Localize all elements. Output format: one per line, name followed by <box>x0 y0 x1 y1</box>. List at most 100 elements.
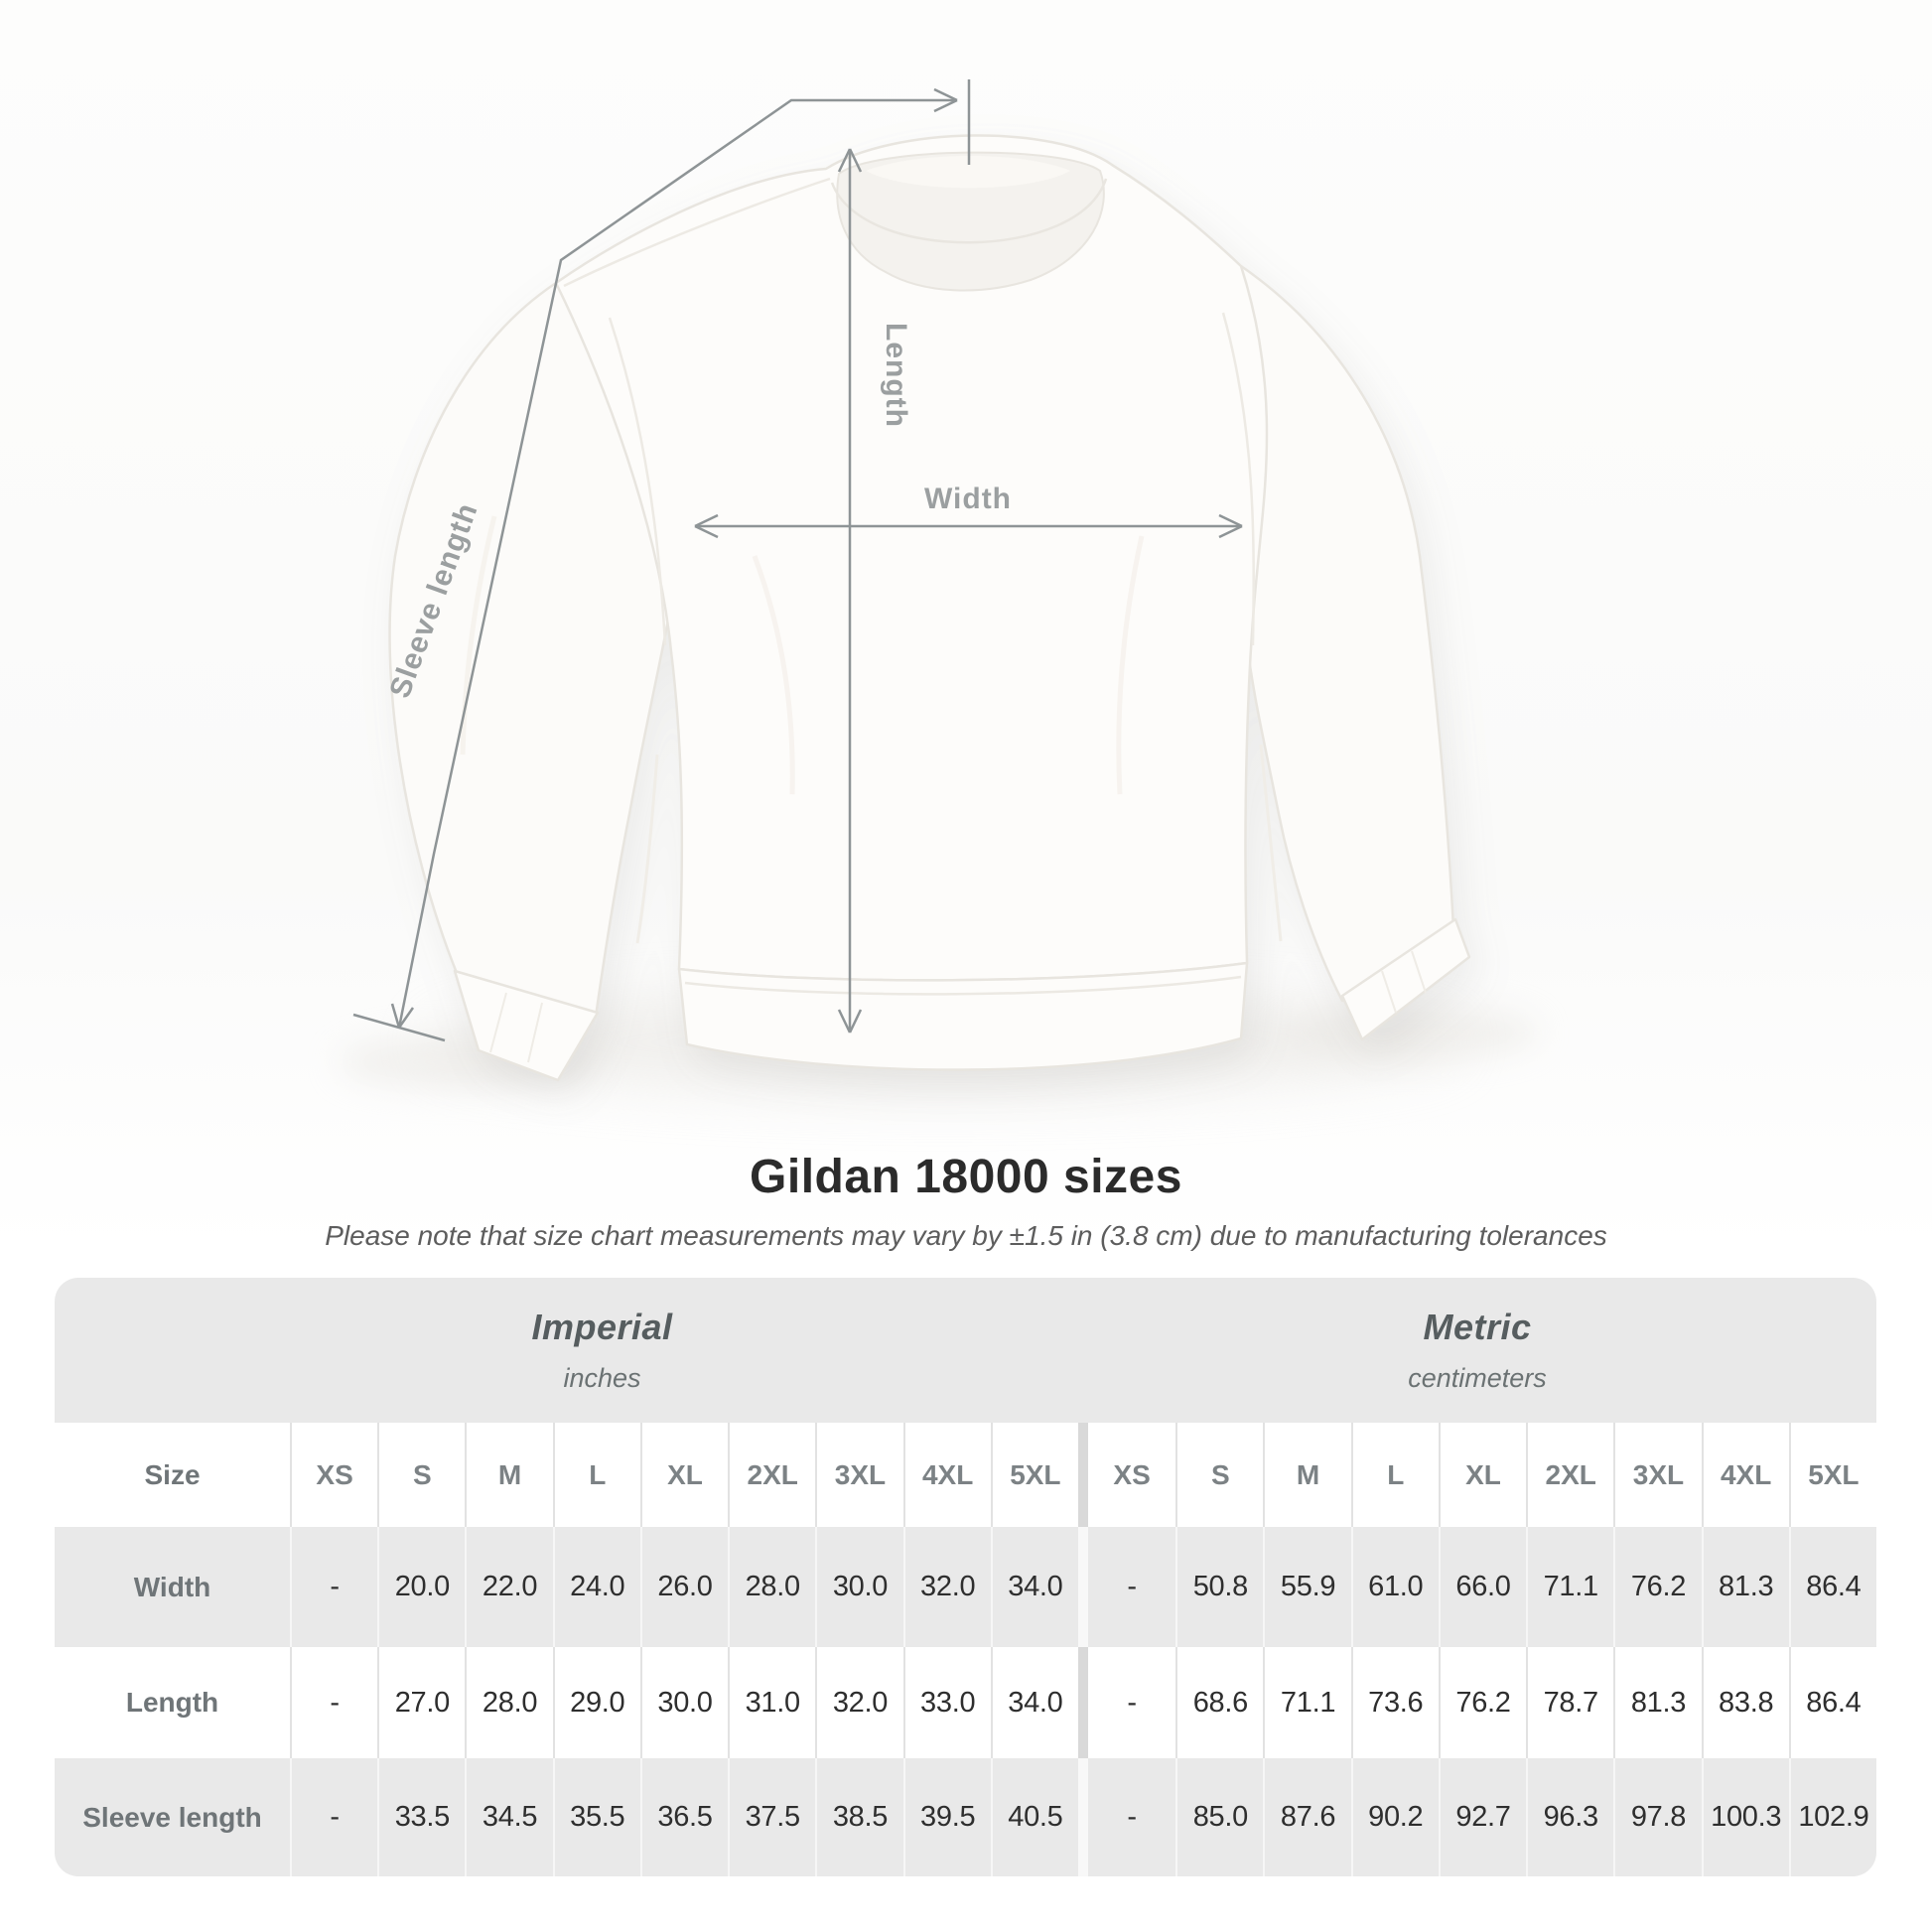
measurement-cell: 34.0 <box>990 1647 1078 1758</box>
measurement-cell: 76.2 <box>1438 1647 1526 1758</box>
waistband <box>677 961 1249 1071</box>
measurement-cell: 87.6 <box>1263 1758 1350 1876</box>
measurement-cell: 28.0 <box>465 1647 552 1758</box>
unit-divider <box>1077 1423 1088 1527</box>
measurement-cell: 92.7 <box>1438 1758 1526 1876</box>
measurement-cell: 38.5 <box>815 1758 902 1876</box>
sweatshirt-figure: Width Length Sleeve length <box>338 79 1539 1094</box>
length-arrowheads <box>837 148 863 1034</box>
measurement-cell: - <box>1127 1801 1137 1833</box>
measurement-cell: 34.0 <box>990 1527 1078 1647</box>
imperial-unit: inches <box>563 1363 641 1393</box>
sleeve-arrowhead-top <box>933 87 958 113</box>
measurement-cell: 86.4 <box>1788 1647 1876 1758</box>
measurement-cell: 31.0 <box>728 1647 815 1758</box>
size-col-header: 5XL <box>1788 1423 1876 1527</box>
metric-title: Metric <box>1423 1307 1532 1347</box>
fabric-folds <box>460 515 1145 795</box>
measurement-cell: 36.5 <box>639 1758 728 1876</box>
unit-group-header: Imperial inches Metric centimeters <box>55 1278 1876 1423</box>
measurement-cell: 28.0 <box>728 1527 815 1647</box>
unit-divider <box>1077 1647 1088 1758</box>
size-col-header: M <box>1263 1423 1350 1527</box>
measurement-cell: 40.5 <box>990 1758 1078 1876</box>
row-label: Sleeve length <box>82 1801 262 1833</box>
size-col-header: M <box>465 1423 552 1527</box>
product-measurement-diagram: Width Length Sleeve length <box>0 0 1932 1251</box>
measurement-cell: - <box>290 1758 377 1876</box>
metric-unit: centimeters <box>1408 1363 1547 1393</box>
imperial-title: Imperial <box>531 1307 673 1347</box>
measurement-cell: 32.0 <box>815 1647 902 1758</box>
measurement-cell: 83.8 <box>1701 1647 1789 1758</box>
measurement-cell: 30.0 <box>815 1527 902 1647</box>
measurement-cell: 50.8 <box>1175 1527 1263 1647</box>
left-cuff <box>453 969 600 1082</box>
measurement-cell: - <box>1127 1686 1137 1719</box>
page-title: Gildan 18000 sizes <box>750 1151 1182 1203</box>
left-underarm-fold <box>635 754 659 944</box>
measurement-cell: 27.0 <box>377 1647 465 1758</box>
row-label: Length <box>125 1687 219 1718</box>
measurement-cell: 61.0 <box>1350 1527 1439 1647</box>
size-corner-label: Size <box>144 1458 201 1490</box>
measurement-cell: 29.0 <box>552 1647 640 1758</box>
measurement-cell: 71.1 <box>1526 1527 1613 1647</box>
measurement-cell: 32.0 <box>902 1527 991 1647</box>
size-col-header: XS <box>290 1423 377 1527</box>
cuff-shadow-right <box>1281 1005 1539 1060</box>
left-cuff-ribs <box>489 992 543 1063</box>
row-label: Width <box>133 1571 211 1602</box>
measurement-cell: 35.5 <box>552 1758 640 1876</box>
measurement-cell: 66.0 <box>1438 1527 1526 1647</box>
measurement-cell: 102.9 <box>1788 1758 1876 1876</box>
size-col-header: L <box>1350 1423 1439 1527</box>
measurement-cell: 55.9 <box>1263 1527 1350 1647</box>
size-col-header: 4XL <box>902 1423 991 1527</box>
measurement-cell: 78.7 <box>1526 1647 1613 1758</box>
measurement-cell: 81.3 <box>1613 1647 1701 1758</box>
collar-seam <box>830 178 1108 244</box>
tolerance-note: Please note that size chart measurements… <box>325 1220 1607 1251</box>
right-cuff <box>1340 917 1471 1041</box>
measurement-cell: 37.5 <box>728 1758 815 1876</box>
measurement-cell: - <box>1127 1571 1137 1602</box>
measurement-cell: 90.2 <box>1350 1758 1439 1876</box>
measurement-cell: - <box>290 1527 377 1647</box>
size-col-header: 5XL <box>990 1423 1078 1527</box>
unit-divider <box>1077 1758 1088 1876</box>
measurement-cell: 96.3 <box>1526 1758 1613 1876</box>
imperial-group-header: Imperial inches <box>55 1278 1078 1423</box>
size-col-header: S <box>1175 1423 1263 1527</box>
measurement-cell: 22.0 <box>465 1527 552 1647</box>
sleeve-arrowhead-bottom <box>390 1003 415 1029</box>
metric-group-header: Metric centimeters <box>1078 1278 1876 1423</box>
right-underarm-fold <box>1259 744 1283 942</box>
size-col-header: XL <box>639 1423 728 1527</box>
left-shoulder-seam <box>563 177 831 288</box>
size-col-header: 3XL <box>1613 1423 1701 1527</box>
sleeve-end-tick <box>352 1013 446 1042</box>
measurement-cell: 33.5 <box>377 1758 465 1876</box>
sleeve-length-line <box>397 98 957 1029</box>
unit-divider <box>1077 1527 1088 1647</box>
table-row-length: Length - 27.0 28.0 29.0 30.0 31.0 32.0 3… <box>55 1647 1876 1758</box>
measurement-cell: - <box>290 1647 377 1758</box>
collar-opening <box>836 151 1105 292</box>
size-col-header: 2XL <box>728 1423 815 1527</box>
table-row-width: Width - 20.0 22.0 24.0 26.0 28.0 30.0 32… <box>55 1527 1876 1647</box>
measurement-cell: 76.2 <box>1613 1527 1701 1647</box>
size-col-header: XL <box>1438 1423 1526 1527</box>
measurement-cell: 73.6 <box>1350 1647 1439 1758</box>
collar-back-neck <box>866 156 1070 189</box>
waistband-seam <box>684 975 1242 996</box>
table-row-sleeve-length: Sleeve length - 33.5 34.5 35.5 36.5 37.5… <box>55 1758 1876 1876</box>
measurement-cell: 30.0 <box>639 1647 728 1758</box>
measurement-cell: 81.3 <box>1701 1527 1789 1647</box>
size-col-header: 3XL <box>815 1423 902 1527</box>
measurement-cell: 34.5 <box>465 1758 552 1876</box>
measurement-cell: 68.6 <box>1175 1647 1263 1758</box>
size-col-header: XS <box>1113 1458 1151 1490</box>
size-chart-table: Imperial inches Metric centimeters Size … <box>55 1278 1876 1876</box>
